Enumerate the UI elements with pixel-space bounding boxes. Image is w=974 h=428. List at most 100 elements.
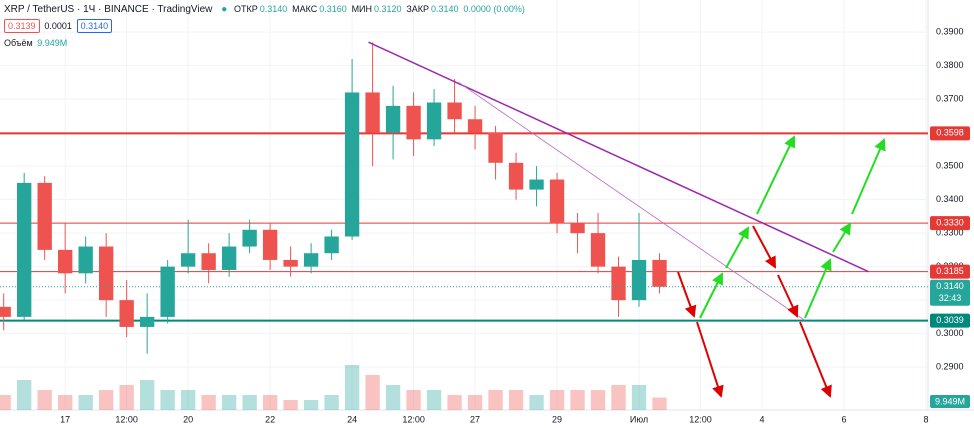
candle-body (611, 266, 626, 301)
x-tick-label: Июл (630, 414, 648, 424)
arrow (699, 272, 723, 319)
x-tick-label: 12:00 (115, 414, 138, 424)
price-label: 0.3598 (936, 128, 964, 138)
candle-body (58, 249, 73, 274)
y-tick-label: 0.3800 (936, 60, 964, 70)
x-tick-label: 27 (470, 414, 480, 424)
x-tick-label: 20 (183, 414, 193, 424)
candle-body (303, 253, 319, 267)
symbol-row: XRP / TetherUS · 1Ч · BINANCE · TradingV… (4, 4, 525, 15)
change: 0.0000 (0.00%) (463, 4, 525, 14)
spread: 0.0001 (44, 21, 72, 31)
volume-row: Объём 9.949M (4, 38, 527, 48)
volume-bar (160, 390, 175, 410)
candle-body (529, 179, 544, 190)
y-tick-label: 0.3300 (936, 228, 964, 238)
trend-line (368, 41, 869, 273)
x-tick-label: 22 (265, 414, 275, 424)
x-tick-label: 29 (552, 414, 562, 424)
x-tick-label: 6 (841, 414, 846, 424)
volume-bar (201, 395, 216, 410)
y-tick-label: 0.3000 (936, 328, 964, 338)
volume-bar (611, 385, 626, 410)
arrow (696, 321, 724, 398)
ohlc-label: МИН (351, 4, 373, 14)
volume-label: 9.949M (935, 396, 965, 406)
volume-bar (98, 390, 114, 410)
candle-body (0, 306, 11, 317)
candle-body (406, 105, 421, 140)
volume-bar (221, 395, 237, 410)
arrow (804, 258, 832, 319)
candle-body (508, 162, 524, 190)
y-tick-label: 0.3500 (936, 161, 964, 171)
volume-bar (549, 390, 565, 410)
volume-bar (17, 380, 32, 410)
ohlc-value: 0.3120 (374, 4, 402, 14)
candle-body (590, 233, 606, 267)
candle-body (570, 223, 585, 234)
candle-body (221, 246, 237, 270)
price-label-box (930, 216, 970, 231)
legend: XRP / TetherUS · 1Ч · BINANCE · TradingV… (4, 4, 527, 48)
arrow (677, 271, 697, 318)
x-tick-label: 12:00 (402, 414, 425, 424)
x-tick-label: 8 (923, 414, 928, 424)
volume-bar (631, 385, 647, 410)
candle-body (139, 316, 155, 327)
bid[interactable]: 0.3139 (4, 19, 40, 33)
volume-bar (406, 390, 421, 410)
arrow (799, 321, 832, 398)
volume-bar (570, 390, 585, 410)
volume-bar (529, 395, 544, 410)
candle-body (426, 102, 442, 140)
candle-body (283, 259, 298, 267)
volume-bar (344, 365, 360, 410)
volume-bar (488, 390, 503, 410)
candle-body (119, 300, 134, 327)
volume-bar (242, 395, 257, 410)
volume-bar (119, 385, 134, 410)
candle-body (447, 102, 462, 120)
arrow (725, 226, 749, 269)
quote-row: 0.3139 0.0001 0.3140 (4, 19, 527, 33)
candle-body (631, 259, 647, 301)
volume-label: Объём (4, 38, 33, 48)
projection-arrows (677, 135, 886, 398)
ohlc-label: ЗАКР (406, 4, 430, 14)
volume-bar (0, 395, 11, 410)
candle-body (262, 229, 278, 260)
price-label: 0.3039 (936, 315, 964, 325)
arrow (752, 225, 776, 269)
candle-body (160, 266, 175, 317)
candle-body (37, 182, 52, 250)
volume-bar (58, 395, 73, 410)
price-label-box (930, 279, 970, 306)
x-tick-label: 24 (347, 414, 357, 424)
volume-bar (447, 395, 462, 410)
candle-body (652, 259, 667, 287)
countdown: 32:43 (939, 293, 962, 303)
volume-bar (139, 380, 155, 410)
y-tick-label: 0.3400 (936, 194, 964, 204)
ohlc-label: МАКС (292, 4, 318, 14)
ask[interactable]: 0.3140 (76, 19, 113, 33)
volume-bar (262, 395, 278, 410)
candle-body (467, 119, 483, 133)
candle-body (201, 253, 216, 270)
volume-bar (385, 385, 401, 410)
arrow (756, 135, 796, 215)
x-tick-label: 12:00 (689, 414, 712, 424)
y-tick-label: 0.3700 (936, 94, 964, 104)
ohlc-value: 0.3160 (319, 4, 347, 14)
volume-label-box (930, 395, 970, 408)
candle-body (242, 229, 257, 247)
candle-body (98, 246, 114, 301)
volume-bar (426, 390, 442, 410)
ohlc-value: 0.3140 (259, 4, 288, 14)
volume-bar (365, 375, 380, 410)
volume-bar (283, 400, 298, 410)
candle-body (488, 132, 503, 163)
